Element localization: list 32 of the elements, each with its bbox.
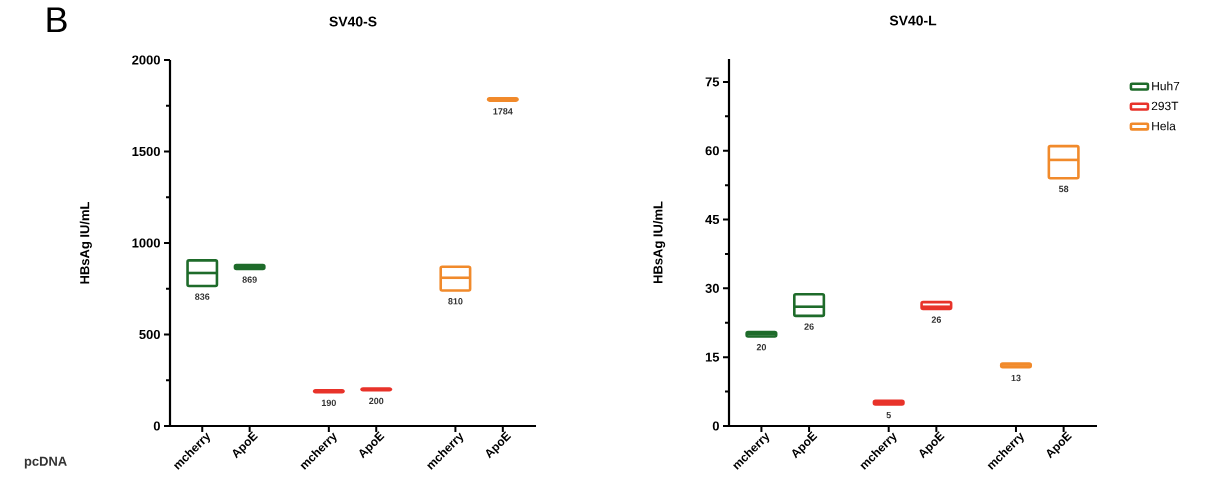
text: 190 — [321, 399, 336, 407]
text: 810 — [448, 298, 463, 305]
text: 869 — [242, 276, 257, 283]
legend-label: Hela — [1152, 121, 1176, 131]
y-axis-title: HBsAg IU/mL — [79, 202, 92, 284]
text: 836 — [195, 293, 210, 300]
text: 26 — [931, 316, 942, 323]
y-tick-label: 2000 — [132, 55, 160, 65]
y-axis-title: HBsAg IU/mL — [653, 201, 666, 283]
text: 58 — [1058, 185, 1069, 193]
y-tick-label: 0 — [153, 421, 160, 431]
y-tick-label: 500 — [139, 329, 160, 340]
legend-label: Huh7 — [1152, 81, 1180, 91]
chart-title: SV40-S — [329, 16, 377, 27]
y-tick-label: 1000 — [132, 238, 160, 248]
text: 26 — [804, 323, 814, 330]
y-tick-label: 45 — [705, 215, 720, 225]
y-tick-label: 15 — [705, 352, 720, 362]
y-tick-label: 75 — [705, 77, 720, 87]
legend-label: 293T — [1151, 101, 1179, 111]
chart-title: SV40-L — [889, 15, 937, 26]
y-tick-label: 60 — [705, 146, 719, 156]
text: 200 — [369, 397, 384, 405]
y-tick-label: 30 — [705, 283, 719, 293]
text: B — [47, 7, 67, 33]
text: 13 — [1011, 374, 1021, 382]
x-axis-title: pcDNA — [24, 456, 67, 469]
text: 20 — [756, 344, 767, 351]
text: 1784 — [493, 108, 513, 115]
y-tick-label: 0 — [712, 421, 719, 431]
text: 5 — [886, 411, 891, 419]
y-tick-label: 1500 — [132, 146, 160, 157]
